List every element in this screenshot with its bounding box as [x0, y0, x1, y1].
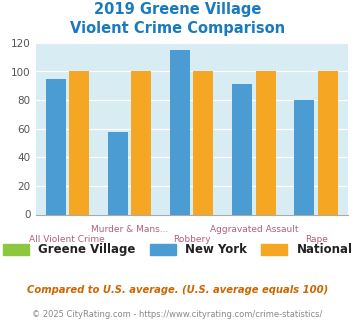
Bar: [131, 72, 151, 214]
Bar: [45, 79, 66, 214]
Bar: [193, 72, 213, 214]
Text: Rape: Rape: [305, 235, 328, 244]
Text: Aggravated Assault: Aggravated Assault: [210, 224, 298, 234]
Text: Murder & Mans...: Murder & Mans...: [91, 224, 168, 234]
Bar: [294, 100, 315, 214]
Text: © 2025 CityRating.com - https://www.cityrating.com/crime-statistics/: © 2025 CityRating.com - https://www.city…: [32, 310, 323, 318]
Text: All Violent Crime: All Violent Crime: [29, 235, 105, 244]
Bar: [232, 84, 252, 214]
Bar: [170, 50, 190, 214]
Text: Robbery: Robbery: [173, 235, 211, 244]
Bar: [318, 72, 338, 214]
Text: Compared to U.S. average. (U.S. average equals 100): Compared to U.S. average. (U.S. average …: [27, 285, 328, 295]
Bar: [256, 72, 275, 214]
Bar: [69, 72, 89, 214]
Bar: [108, 132, 128, 214]
Legend: Greene Village, New York, National: Greene Village, New York, National: [0, 239, 355, 261]
Text: Violent Crime Comparison: Violent Crime Comparison: [70, 21, 285, 36]
Text: 2019 Greene Village: 2019 Greene Village: [94, 2, 261, 16]
